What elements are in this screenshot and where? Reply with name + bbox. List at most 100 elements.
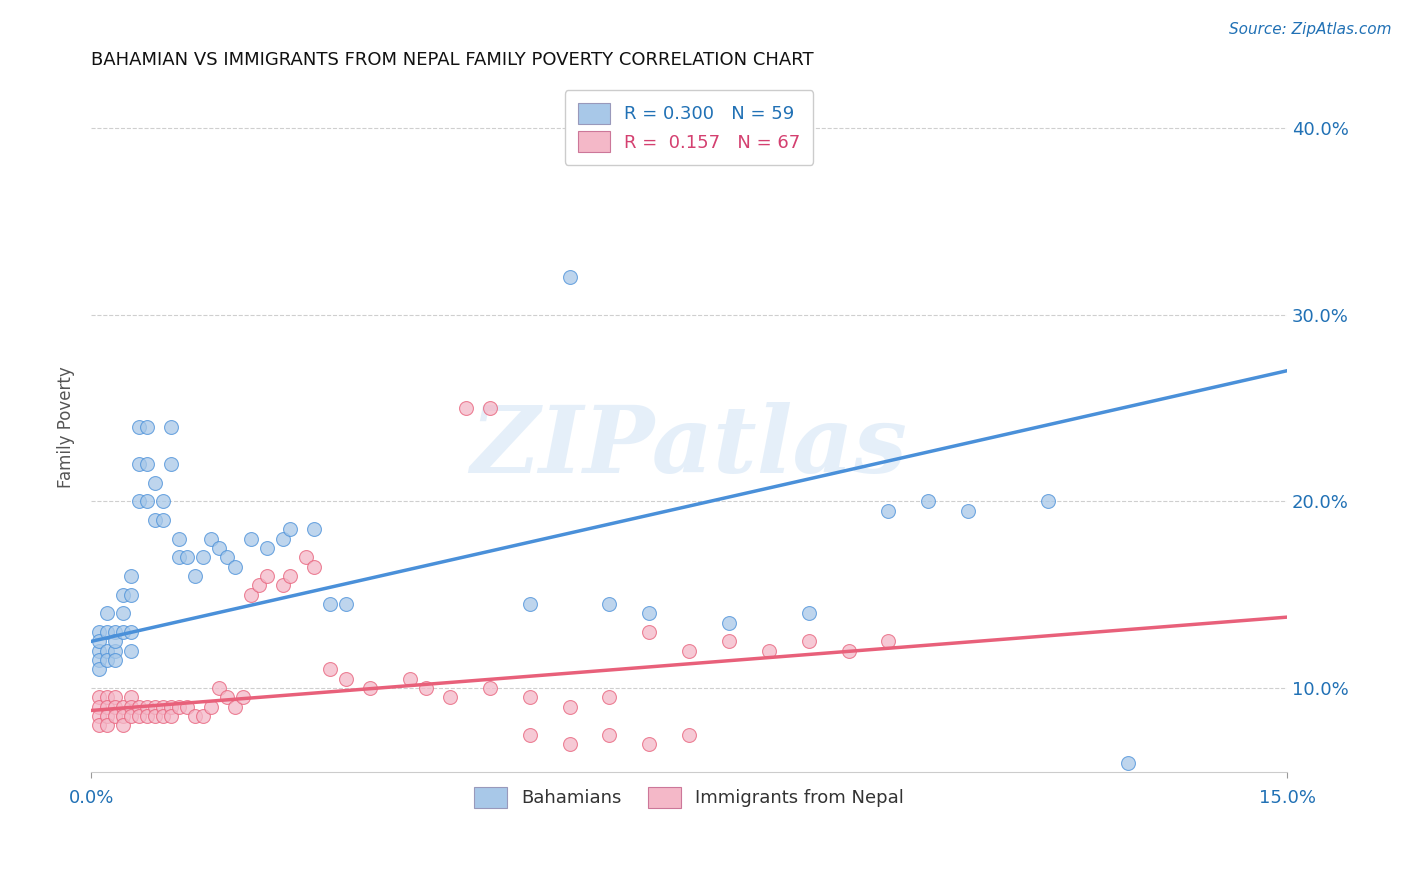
Point	[224, 699, 246, 714]
Point	[89, 653, 111, 667]
Point	[678, 728, 700, 742]
Point	[96, 699, 118, 714]
Point	[136, 419, 159, 434]
Point	[877, 634, 900, 648]
Point	[224, 559, 246, 574]
Point	[208, 681, 231, 695]
Point	[96, 718, 118, 732]
Point	[838, 644, 860, 658]
Point	[167, 550, 190, 565]
Point	[200, 699, 222, 714]
Point	[598, 728, 620, 742]
Point	[89, 634, 111, 648]
Point	[335, 597, 357, 611]
Point	[112, 709, 135, 723]
Point	[104, 699, 127, 714]
Point	[160, 699, 183, 714]
Point	[271, 578, 294, 592]
Point	[96, 625, 118, 640]
Point	[160, 419, 183, 434]
Point	[136, 494, 159, 508]
Point	[415, 681, 437, 695]
Point	[152, 513, 174, 527]
Point	[191, 550, 214, 565]
Point	[215, 550, 238, 565]
Point	[758, 644, 780, 658]
Point	[717, 615, 740, 630]
Point	[1116, 756, 1139, 770]
Point	[638, 625, 661, 640]
Point	[957, 504, 980, 518]
Point	[717, 634, 740, 648]
Point	[89, 644, 111, 658]
Point	[89, 625, 111, 640]
Point	[120, 625, 142, 640]
Point	[678, 644, 700, 658]
Point	[304, 522, 326, 536]
Point	[89, 699, 111, 714]
Text: Source: ZipAtlas.com: Source: ZipAtlas.com	[1229, 22, 1392, 37]
Point	[319, 662, 342, 676]
Point	[176, 699, 198, 714]
Point	[128, 494, 150, 508]
Point	[143, 513, 166, 527]
Point	[112, 607, 135, 621]
Point	[112, 699, 135, 714]
Point	[917, 494, 939, 508]
Point	[439, 690, 461, 705]
Point	[104, 653, 127, 667]
Point	[239, 588, 262, 602]
Point	[598, 690, 620, 705]
Point	[176, 550, 198, 565]
Point	[152, 494, 174, 508]
Point	[112, 588, 135, 602]
Point	[877, 504, 900, 518]
Point	[160, 709, 183, 723]
Point	[128, 457, 150, 471]
Point	[200, 532, 222, 546]
Point	[598, 597, 620, 611]
Point	[128, 709, 150, 723]
Point	[160, 457, 183, 471]
Point	[96, 607, 118, 621]
Point	[143, 699, 166, 714]
Point	[136, 709, 159, 723]
Point	[335, 672, 357, 686]
Point	[152, 699, 174, 714]
Point	[143, 475, 166, 490]
Point	[295, 550, 318, 565]
Point	[120, 709, 142, 723]
Point	[96, 709, 118, 723]
Point	[152, 709, 174, 723]
Point	[478, 681, 501, 695]
Point	[256, 569, 278, 583]
Point	[96, 690, 118, 705]
Point	[191, 709, 214, 723]
Point	[112, 625, 135, 640]
Point	[519, 597, 541, 611]
Point	[120, 690, 142, 705]
Point	[136, 457, 159, 471]
Point	[215, 690, 238, 705]
Point	[143, 709, 166, 723]
Point	[184, 709, 207, 723]
Point	[96, 653, 118, 667]
Point	[128, 699, 150, 714]
Point	[104, 644, 127, 658]
Point	[519, 728, 541, 742]
Point	[184, 569, 207, 583]
Point	[120, 644, 142, 658]
Point	[89, 718, 111, 732]
Text: BAHAMIAN VS IMMIGRANTS FROM NEPAL FAMILY POVERTY CORRELATION CHART: BAHAMIAN VS IMMIGRANTS FROM NEPAL FAMILY…	[91, 51, 814, 69]
Point	[96, 644, 118, 658]
Point	[519, 690, 541, 705]
Point	[399, 672, 422, 686]
Point	[280, 569, 302, 583]
Point	[638, 737, 661, 751]
Point	[280, 522, 302, 536]
Point	[104, 634, 127, 648]
Point	[558, 699, 581, 714]
Point	[167, 699, 190, 714]
Point	[319, 597, 342, 611]
Legend: Bahamians, Immigrants from Nepal: Bahamians, Immigrants from Nepal	[467, 780, 911, 815]
